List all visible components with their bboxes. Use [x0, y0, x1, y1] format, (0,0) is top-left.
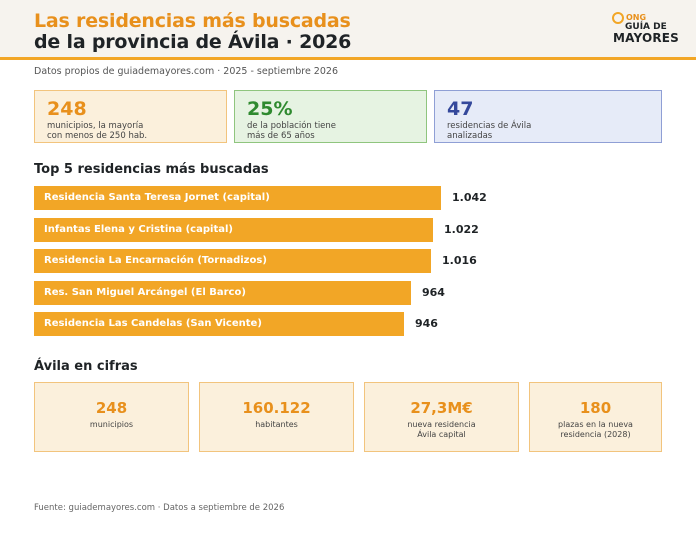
logo-mayores-text: MAYORES	[613, 31, 680, 45]
stat-value: 27,3M€	[410, 399, 473, 417]
logo-ring-icon	[612, 12, 624, 24]
header-divider	[0, 57, 696, 60]
kpi-description: residencias de Ávila analizadas	[447, 121, 532, 141]
data-source-subtitle: Datos propios de guiademayores.com · 202…	[34, 66, 338, 77]
stat-value: 160.122	[242, 399, 311, 417]
footer-source: Fuente: guiademayores.com · Datos a sept…	[34, 503, 285, 513]
kpi-value: 47	[447, 98, 474, 120]
bar-value-3: 1.016	[442, 254, 477, 267]
kpi-description: municipios, la mayoría con menos de 250 …	[47, 121, 148, 141]
top5-bar-chart: Residencia Santa Teresa Jornet (capital)…	[0, 180, 696, 340]
bar-label-3: Residencia La Encarnación (Tornadizos)	[44, 255, 267, 266]
header	[0, 0, 696, 58]
bar-value-2: 1.022	[444, 223, 479, 236]
bar-value-5: 946	[415, 317, 438, 330]
bar-value-1: 1.042	[452, 191, 487, 204]
bar-5	[34, 312, 404, 336]
stat-card-habitantes: 160.122 habitantes	[199, 382, 354, 452]
bar-3	[34, 249, 431, 273]
bar-2	[34, 218, 433, 242]
bar-label-4: Res. San Miguel Arcángel (El Barco)	[44, 287, 246, 298]
bar-value-4: 964	[422, 286, 445, 299]
bar-label-5: Residencia Las Candelas (San Vicente)	[44, 318, 262, 329]
bar-4	[34, 281, 411, 305]
bar-label-2: Infantas Elena y Cristina (capital)	[44, 224, 233, 235]
page-title-line1: Las residencias más buscadas	[34, 10, 351, 32]
kpi-card-residencias: 47 residencias de Ávila analizadas	[434, 90, 662, 143]
bar-label-1: Residencia Santa Teresa Jornet (capital)	[44, 192, 270, 203]
kpi-value: 248	[47, 98, 87, 120]
stat-description: municipios	[89, 420, 134, 429]
kpi-value: 25%	[247, 98, 293, 120]
cifras-section-title: Ávila en cifras	[34, 359, 138, 374]
stat-card-municipios: 248 municipios	[34, 382, 189, 452]
guia-de-mayores-logo[interactable]: ONG GUÍA DE MAYORES	[610, 12, 684, 45]
logo-ong-text: ONG	[626, 13, 647, 22]
stat-value: 248	[95, 399, 128, 417]
stat-card-inversion: 27,3M€ nueva residencia Ávila capital	[364, 382, 519, 452]
page-title-line2: de la provincia de Ávila · 2026	[34, 31, 352, 53]
stat-value: 180	[579, 399, 612, 417]
kpi-description: de la población tiene más de 65 años	[247, 121, 337, 141]
stat-description: plazas en la nueva residencia (2028)	[558, 420, 633, 439]
bar-1	[34, 186, 441, 210]
stat-description: habitantes	[255, 420, 298, 429]
stat-card-plazas: 180 plazas en la nueva residencia (2028)	[529, 382, 662, 452]
kpi-card-poblacion: 25% de la población tiene más de 65 años	[234, 90, 427, 143]
logo-guia-text: GUÍA DE	[625, 22, 667, 32]
top5-section-title: Top 5 residencias más buscadas	[34, 162, 269, 177]
stat-description: nueva residencia Ávila capital	[407, 420, 476, 439]
kpi-card-municipios: 248 municipios, la mayoría con menos de …	[34, 90, 227, 143]
